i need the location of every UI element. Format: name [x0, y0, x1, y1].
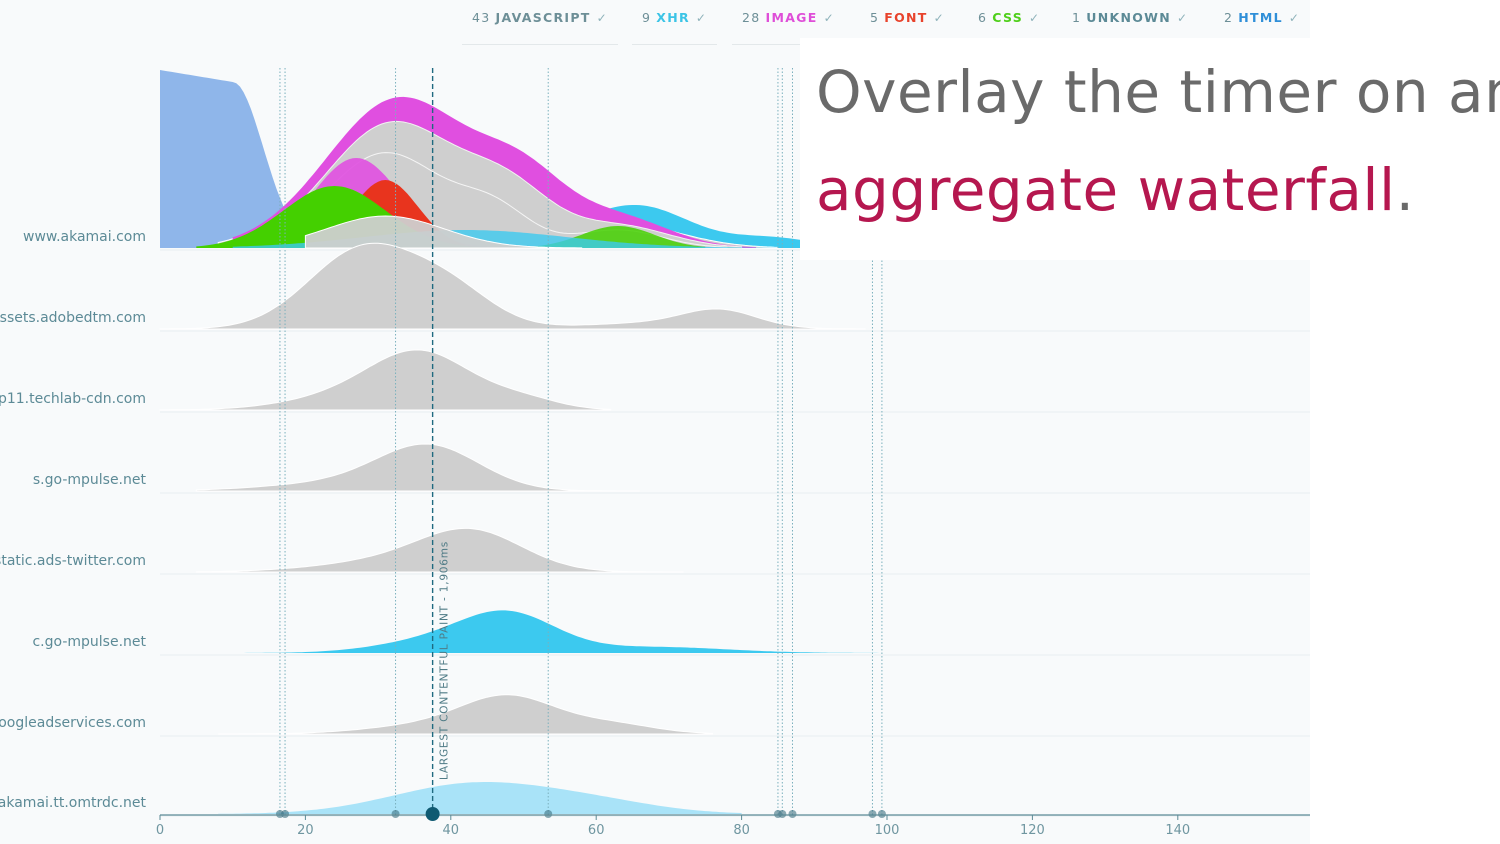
event-lines: [275, 68, 886, 818]
host-distribution-area: [195, 527, 684, 573]
host-distribution-area: [159, 242, 866, 330]
host-label: static.ads-twitter.com: [0, 553, 146, 569]
event-dot[interactable]: [281, 810, 290, 818]
legend-name: HTML: [1238, 10, 1283, 25]
legend-name: IMAGE: [765, 10, 818, 25]
slide-title-line-2: aggregate waterfall.: [816, 156, 1415, 224]
check-icon: ✓: [1288, 11, 1301, 25]
resource-type-legend: 43 JAVASCRIPT ✓ 9 XHR ✓ 28 IMAGE ✓ 5 FONT ✓ 6 CSS ✓ 1 UN…: [462, 6, 1311, 45]
check-icon: ✓: [596, 11, 608, 25]
host-distribution-area: [159, 349, 612, 411]
lcp-marker: LARGEST CONTENTFUL PAINT - 1,906ms: [425, 68, 451, 821]
x-axis-tick-label: 60: [588, 823, 605, 838]
legend-count: 43: [472, 10, 491, 25]
host-distribution-area: [210, 610, 931, 653]
x-axis: 0 20 40 60 80 100 120 140: [156, 814, 1310, 838]
check-icon: ✓: [933, 11, 945, 25]
host-label: s.go-mpulse.net: [32, 472, 146, 488]
host-label: www.akamai.com: [23, 229, 146, 245]
legend-count: 2: [1224, 10, 1234, 25]
host-distribution-area: [218, 782, 742, 814]
lcp-marker-label: LARGEST CONTENTFUL PAINT - 1,906ms: [439, 541, 451, 780]
check-icon: ✓: [823, 11, 835, 25]
x-axis-tick-label: 100: [875, 823, 900, 838]
x-axis-tick-label: 20: [297, 823, 314, 838]
x-axis-tick-label: 80: [733, 823, 750, 838]
legend-count: 1: [1072, 10, 1082, 25]
event-dot[interactable]: [877, 810, 886, 818]
waterfall-rows: [159, 70, 1310, 817]
x-axis-tick-label: 140: [1165, 823, 1190, 838]
html-area: [160, 70, 379, 248]
host-label: c.go-mpulse.net: [32, 634, 146, 650]
event-dot[interactable]: [391, 810, 400, 818]
lcp-marker-handle[interactable]: [425, 807, 440, 821]
x-axis-tick-label: 40: [443, 823, 460, 838]
javascript-area: [304, 215, 583, 249]
x-axis-tick-label: 120: [1020, 823, 1045, 838]
check-icon: ✓: [695, 11, 708, 25]
legend-count: 5: [870, 10, 880, 25]
check-icon: ✓: [1177, 11, 1189, 25]
legend-name: CSS: [992, 10, 1024, 25]
x-axis-tick-label: 0: [156, 823, 164, 838]
legend-item-xhr[interactable]: 9 XHR ✓: [632, 10, 718, 45]
legend-count: 9: [642, 10, 652, 25]
host-label: akamai.tt.omtrdc.net: [0, 795, 146, 811]
event-dot[interactable]: [778, 810, 787, 818]
host-label: googleadservices.com: [0, 715, 146, 731]
host-label: p11.techlab-cdn.com: [0, 391, 146, 407]
host-label: assets.adobedtm.com: [0, 310, 146, 326]
legend-name: JAVASCRIPT: [495, 10, 591, 25]
legend-item-javascript[interactable]: 43 JAVASCRIPT ✓: [462, 10, 618, 45]
event-dot[interactable]: [788, 810, 797, 818]
check-icon: ✓: [1029, 11, 1041, 25]
legend-count: 28: [742, 10, 761, 25]
legend-name: XHR: [656, 10, 690, 25]
host-distribution-area: [195, 443, 640, 492]
host-distribution-area: [218, 694, 713, 735]
event-dot[interactable]: [868, 810, 877, 818]
slide-title-highlight: aggregate waterfall: [816, 156, 1396, 224]
legend-count: 6: [978, 10, 988, 25]
legend-item-image[interactable]: 28 IMAGE ✓: [732, 10, 845, 45]
legend-name: FONT: [884, 10, 928, 25]
slide-title-line-1: Overlay the timer on an: [816, 58, 1500, 126]
event-dot[interactable]: [544, 810, 553, 818]
legend-name: UNKNOWN: [1086, 10, 1172, 25]
slide-title-period: .: [1395, 156, 1415, 224]
slide-title-box: Overlay the timer on an aggregate waterf…: [800, 38, 1500, 260]
